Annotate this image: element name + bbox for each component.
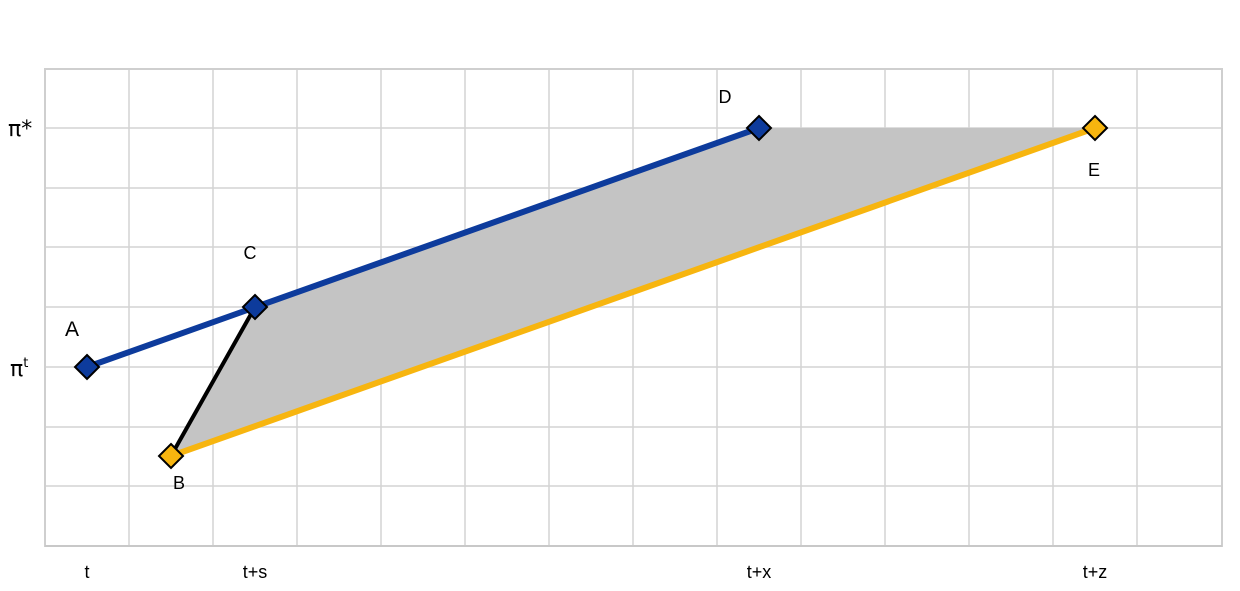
point-label-d: D: [719, 87, 732, 107]
point-label-b: B: [173, 473, 185, 493]
marker-d: [745, 114, 773, 142]
yellow-path: [168, 125, 1098, 459]
y-label-current-base: π: [10, 357, 23, 382]
marker-b: [157, 442, 185, 470]
blue-path: [84, 125, 762, 370]
marker-e: [1081, 114, 1109, 142]
point-label-c: C: [244, 243, 257, 263]
x-tick-label: t+s: [243, 562, 268, 582]
x-tick-label: t+z: [1083, 562, 1108, 582]
x-tick-label: t+x: [747, 562, 772, 582]
x-tick-label: t: [84, 562, 89, 582]
connector-line: [169, 305, 257, 458]
marker-a: [73, 353, 101, 381]
y-label-current-sup: t: [23, 356, 28, 371]
point-label-a: A: [65, 318, 79, 341]
marker-c: [241, 293, 269, 321]
y-label-current: πt: [10, 356, 28, 382]
y-label-target: π*: [8, 117, 32, 142]
point-label-e: E: [1088, 160, 1100, 180]
